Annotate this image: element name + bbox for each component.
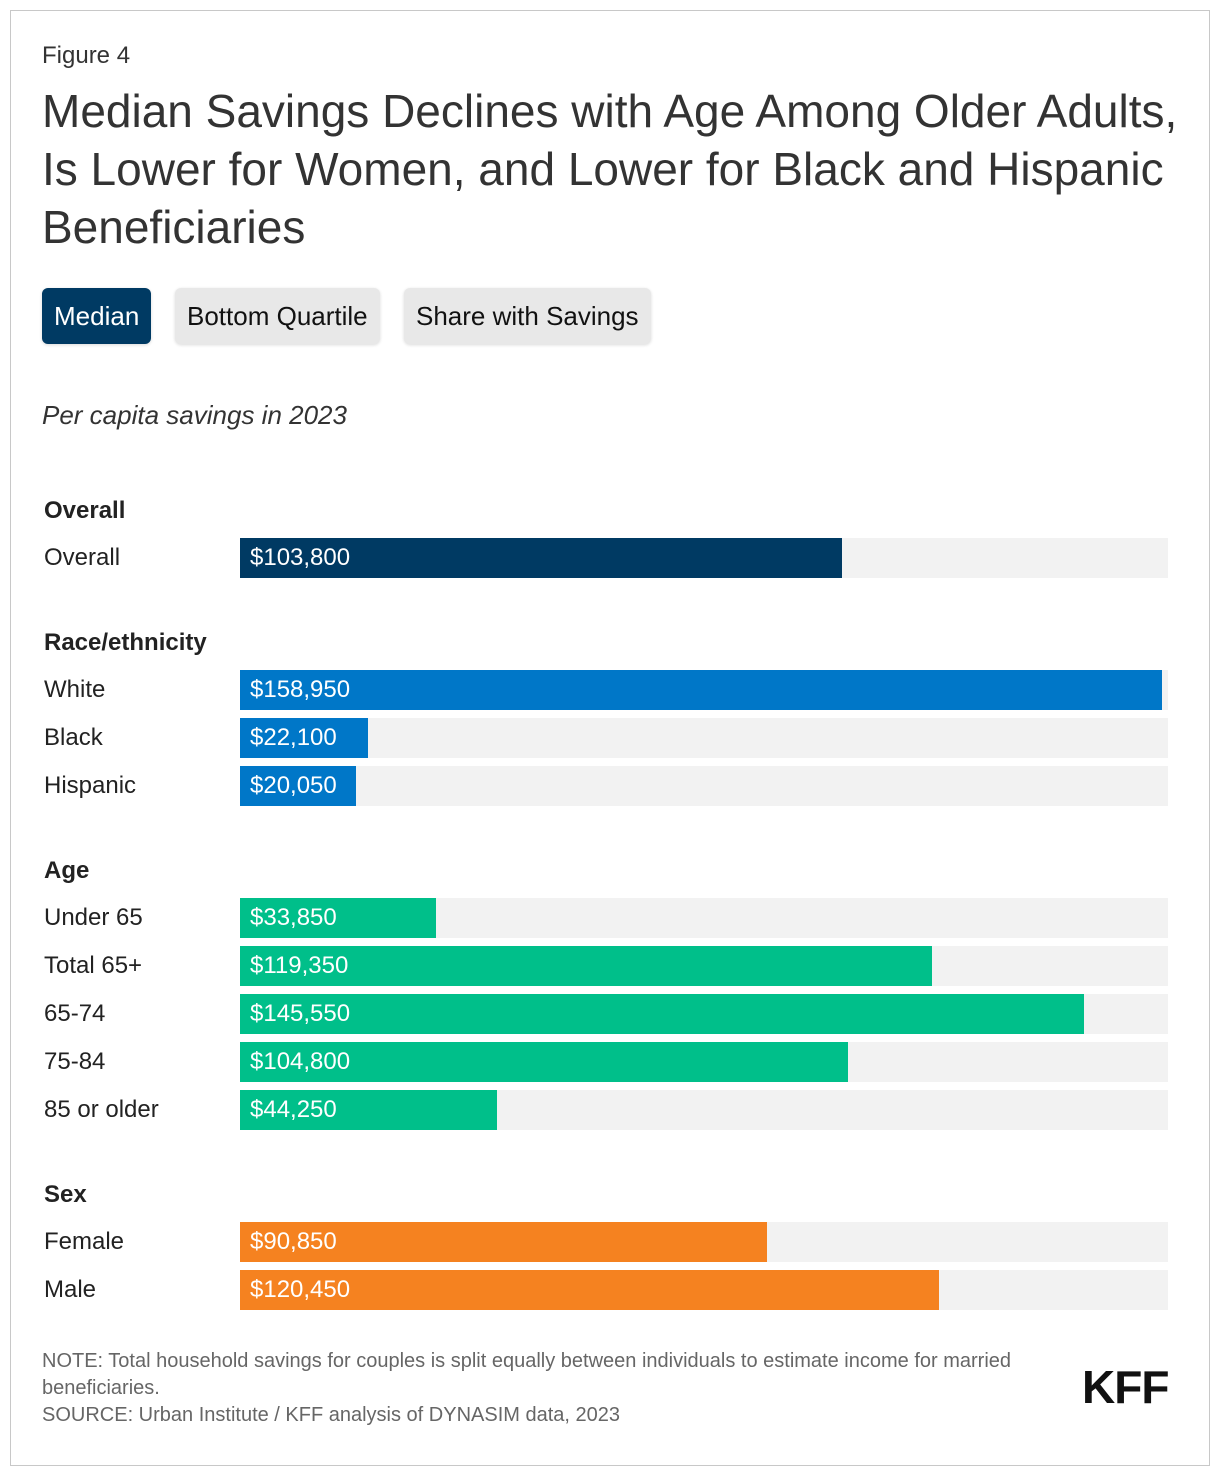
category-label: 65-74 (44, 1000, 106, 1027)
category-label: Female (44, 1228, 125, 1255)
value-label: $20,050 (250, 772, 337, 799)
bar (240, 1042, 848, 1082)
value-label: $120,450 (250, 1276, 351, 1303)
group-label: Race/ethnicity (44, 629, 207, 656)
group-label: Age (44, 857, 90, 884)
value-label: $145,550 (250, 1000, 351, 1027)
tab-button[interactable]: Bottom Quartile (175, 288, 380, 344)
bar-track (240, 718, 1168, 758)
value-label: $119,350 (250, 952, 349, 979)
group-label: Sex (44, 1181, 87, 1208)
logo: KFF (1082, 1361, 1169, 1413)
value-label: $158,950 (250, 676, 351, 703)
bar (240, 1270, 939, 1310)
category-label: Male (44, 1276, 97, 1303)
bar (240, 670, 1162, 710)
bar (240, 766, 357, 806)
value-label: $33,850 (250, 904, 337, 931)
title: Median Savings Declines with Age Among O… (42, 85, 1178, 253)
bar (240, 994, 1085, 1034)
category-label: 75-84 (44, 1048, 106, 1075)
value-label: $104,800 (250, 1048, 351, 1075)
group-label: Overall (44, 497, 126, 524)
bar (240, 538, 843, 578)
subtitle: Per capita savings in 2023 (42, 400, 347, 430)
bar (240, 1222, 767, 1262)
value-label: $90,850 (250, 1228, 337, 1255)
category-label: Black (44, 724, 103, 751)
category-label: Total 65+ (44, 952, 143, 979)
frame (10, 10, 1210, 1466)
notes: NOTE: Total household savings for couple… (42, 1348, 1042, 1429)
category-label: 85 or older (44, 1096, 159, 1123)
bar-track (240, 766, 1168, 806)
note: NOTE: Total household savings for couple… (42, 1350, 1012, 1399)
bar (240, 718, 369, 758)
value-label: $44,250 (250, 1096, 337, 1123)
value-label: $103,800 (250, 544, 351, 571)
source: SOURCE: Urban Institute / KFF analysis o… (42, 1404, 621, 1426)
bar (240, 1090, 497, 1130)
category-label: Overall (44, 544, 121, 571)
category-label: Under 65 (44, 904, 143, 931)
bar (240, 898, 437, 938)
category-label: White (44, 676, 106, 703)
bar (240, 946, 933, 986)
figure-label: Figure 4 (42, 42, 131, 69)
tab-button[interactable]: Share with Savings (404, 288, 651, 344)
value-label: $22,100 (250, 724, 337, 751)
category-label: Hispanic (44, 772, 137, 799)
tab-button[interactable]: Median (42, 288, 152, 344)
